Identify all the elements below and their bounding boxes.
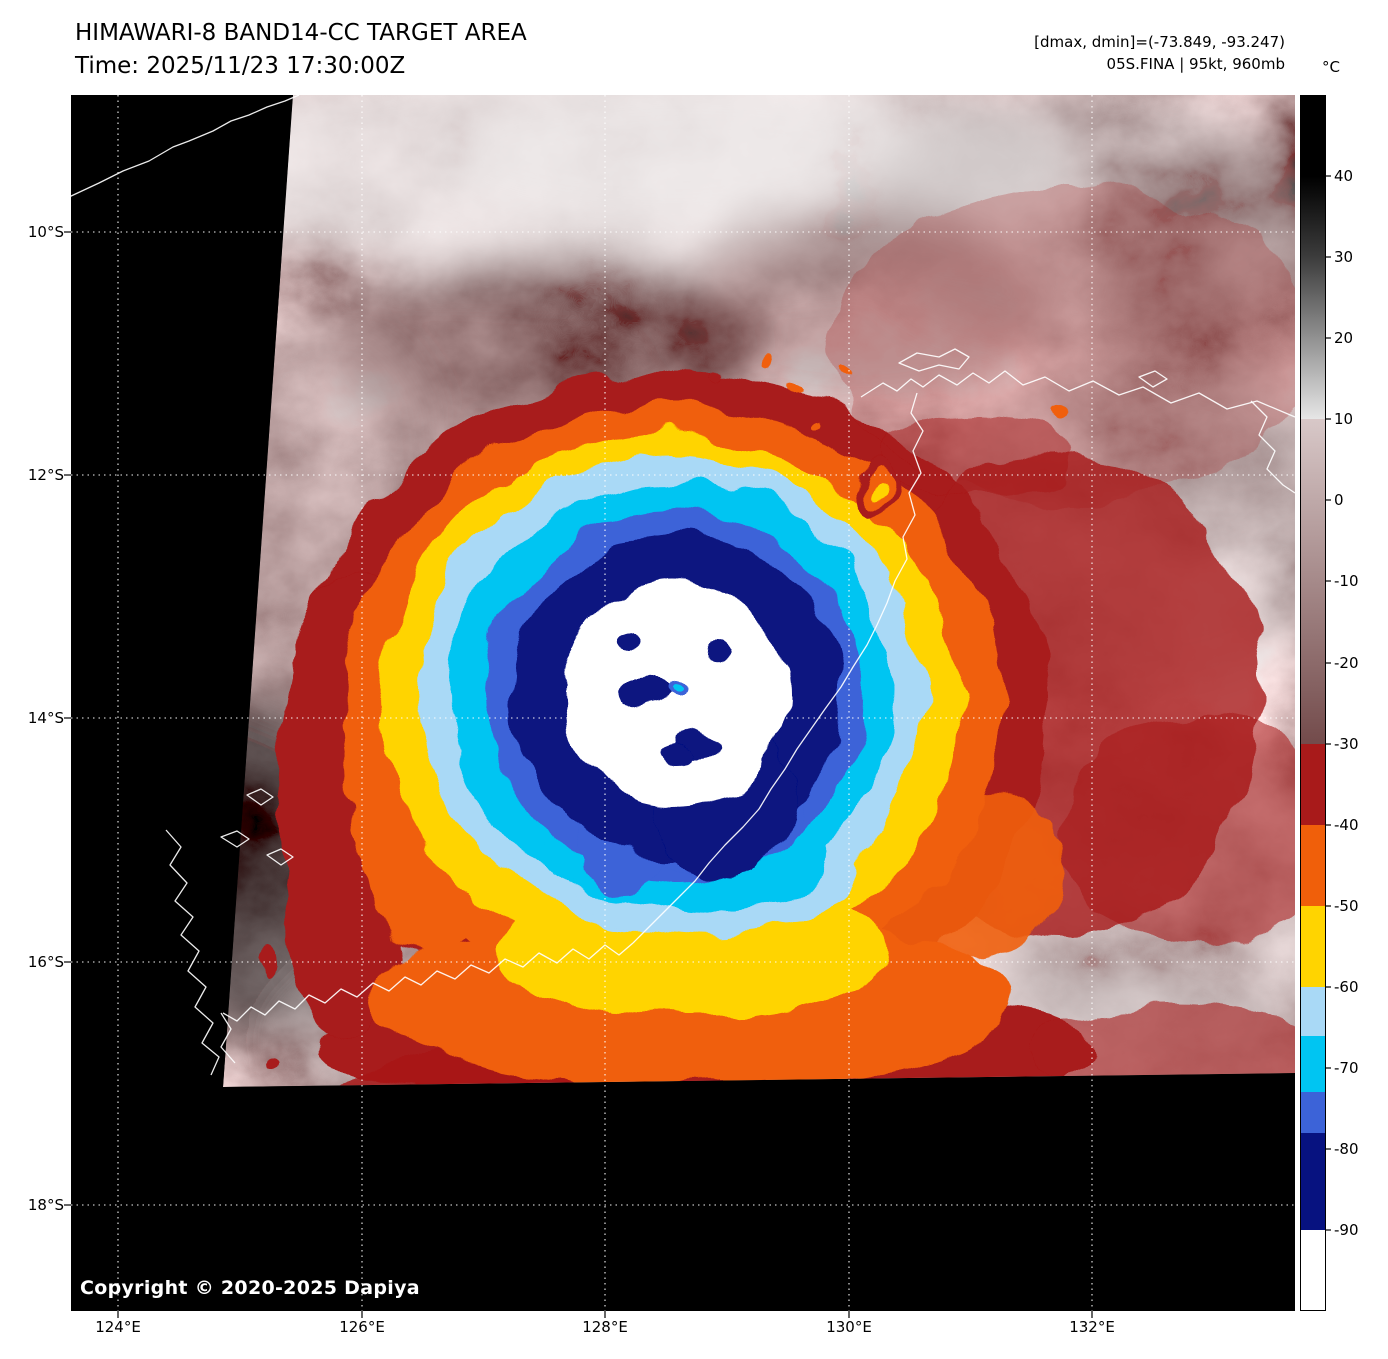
axis-ticks bbox=[64, 231, 1093, 1318]
eyewall-shape bbox=[653, 747, 689, 767]
island bbox=[898, 348, 970, 372]
lat-tick-label: 14°S bbox=[27, 709, 64, 727]
colorbar-tick-label: -60 bbox=[1334, 978, 1359, 996]
target-area-swath bbox=[223, 95, 1295, 1087]
figure-title: HIMAWARI-8 BAND14-CC TARGET AREA bbox=[75, 20, 527, 46]
colorbar-tick-label: -10 bbox=[1334, 572, 1359, 590]
speckle bbox=[1052, 405, 1068, 421]
figure-timestamp: Time: 2025/11/23 17:30:00Z bbox=[75, 53, 406, 79]
colorbar-tick-label: -80 bbox=[1334, 1140, 1359, 1158]
lon-tick-label: 128°E bbox=[582, 1318, 628, 1336]
lat-tick-label: 16°S bbox=[27, 953, 64, 971]
colorbar-tick-label: -70 bbox=[1334, 1059, 1359, 1077]
lon-tick-label: 124°E bbox=[95, 1318, 141, 1336]
coastline-top-end bbox=[860, 370, 1296, 418]
ring-shape bbox=[1026, 1005, 1295, 1087]
ring-shape bbox=[1061, 715, 1295, 945]
eyewall-shape bbox=[710, 647, 732, 663]
colorbar bbox=[1300, 95, 1334, 1311]
speckle bbox=[266, 1054, 280, 1068]
cb-seg-black bbox=[1300, 95, 1326, 176]
coastline-gulf bbox=[222, 942, 634, 1022]
cb-seg-white bbox=[1300, 1230, 1326, 1311]
lat-tick-label: 10°S bbox=[27, 223, 64, 241]
colorbar-unit-label: °C bbox=[1322, 58, 1340, 76]
cb-seg-deep-red bbox=[1300, 744, 1326, 825]
colorbar-tick-label: -30 bbox=[1334, 735, 1359, 753]
storm-readout: 05S.FINA | 95kt, 960mb bbox=[1106, 55, 1285, 73]
coastline-east bbox=[1250, 400, 1296, 494]
coastline-kimberley bbox=[165, 829, 220, 1076]
speckle bbox=[870, 477, 884, 497]
copyright-label: Copyright © 2020-2025 Dapiya bbox=[80, 1277, 420, 1299]
dmax-dmin-readout: [dmax, dmin]=(-73.849, -93.247) bbox=[1034, 33, 1285, 51]
island bbox=[1138, 370, 1168, 388]
cb-seg-orange bbox=[1300, 825, 1326, 906]
lon-tick-label: 130°E bbox=[826, 1318, 872, 1336]
cb-seg-brown bbox=[1300, 419, 1326, 744]
lat-tick-label: 12°S bbox=[27, 466, 64, 484]
eyewall-fragments bbox=[616, 632, 732, 767]
coastline-kimberley bbox=[220, 1012, 236, 1064]
cb-seg-navy bbox=[1300, 1133, 1326, 1230]
cb-seg-royal-blue bbox=[1300, 1092, 1326, 1133]
colorbar-tick-label: 10 bbox=[1334, 410, 1354, 428]
eyewall-shape bbox=[616, 632, 642, 650]
colorbar-scale bbox=[1300, 95, 1331, 1311]
speckles-yellow bbox=[870, 477, 884, 497]
island bbox=[246, 788, 274, 806]
cloud-blob bbox=[441, 95, 941, 225]
speckle bbox=[838, 368, 848, 378]
graticule bbox=[71, 95, 1295, 1311]
ring-shape bbox=[881, 415, 1071, 499]
island bbox=[220, 830, 250, 848]
colorbar-tick-label: -20 bbox=[1334, 654, 1359, 672]
cb-ticks bbox=[1326, 175, 1331, 1231]
speckle bbox=[259, 941, 275, 985]
coastline-west-coast bbox=[632, 392, 924, 944]
cb-frame bbox=[1300, 95, 1326, 1311]
colorbar-tick-label: -90 bbox=[1334, 1221, 1359, 1239]
speckle bbox=[764, 350, 778, 364]
satellite-map bbox=[64, 94, 1296, 1318]
eye-dot bbox=[669, 686, 681, 698]
colorbar-tick-label: 20 bbox=[1334, 329, 1354, 347]
colorbar-tick-label: 30 bbox=[1334, 248, 1354, 266]
coastline-timor bbox=[68, 94, 300, 198]
speckles-orange bbox=[764, 350, 1068, 507]
speckle bbox=[793, 381, 805, 393]
eyewall-shape bbox=[618, 678, 668, 712]
colorbar-tick-label: 40 bbox=[1334, 167, 1354, 185]
plot-area: Copyright © 2020-2025 Dapiya bbox=[64, 94, 1296, 1318]
colorbar-tick-label: -50 bbox=[1334, 897, 1359, 915]
cyclone bbox=[259, 185, 1295, 1087]
cb-seg-pale-blue bbox=[1300, 987, 1326, 1036]
island bbox=[266, 848, 294, 866]
colorbar-tick-label: -40 bbox=[1334, 816, 1359, 834]
colorbar-tick-label: 0 bbox=[1334, 491, 1344, 509]
cb-seg-darkgray bbox=[1300, 176, 1326, 257]
speckle bbox=[706, 370, 716, 380]
cb-seg-cyan bbox=[1300, 1036, 1326, 1092]
lon-tick-label: 132°E bbox=[1069, 1318, 1115, 1336]
cb-seg-yellow bbox=[1300, 906, 1326, 987]
lat-tick-label: 18°S bbox=[27, 1196, 64, 1214]
coastlines bbox=[68, 94, 1296, 1076]
cb-seg-gray bbox=[1300, 257, 1326, 419]
lon-tick-label: 126°E bbox=[339, 1318, 385, 1336]
speckle bbox=[808, 416, 816, 424]
